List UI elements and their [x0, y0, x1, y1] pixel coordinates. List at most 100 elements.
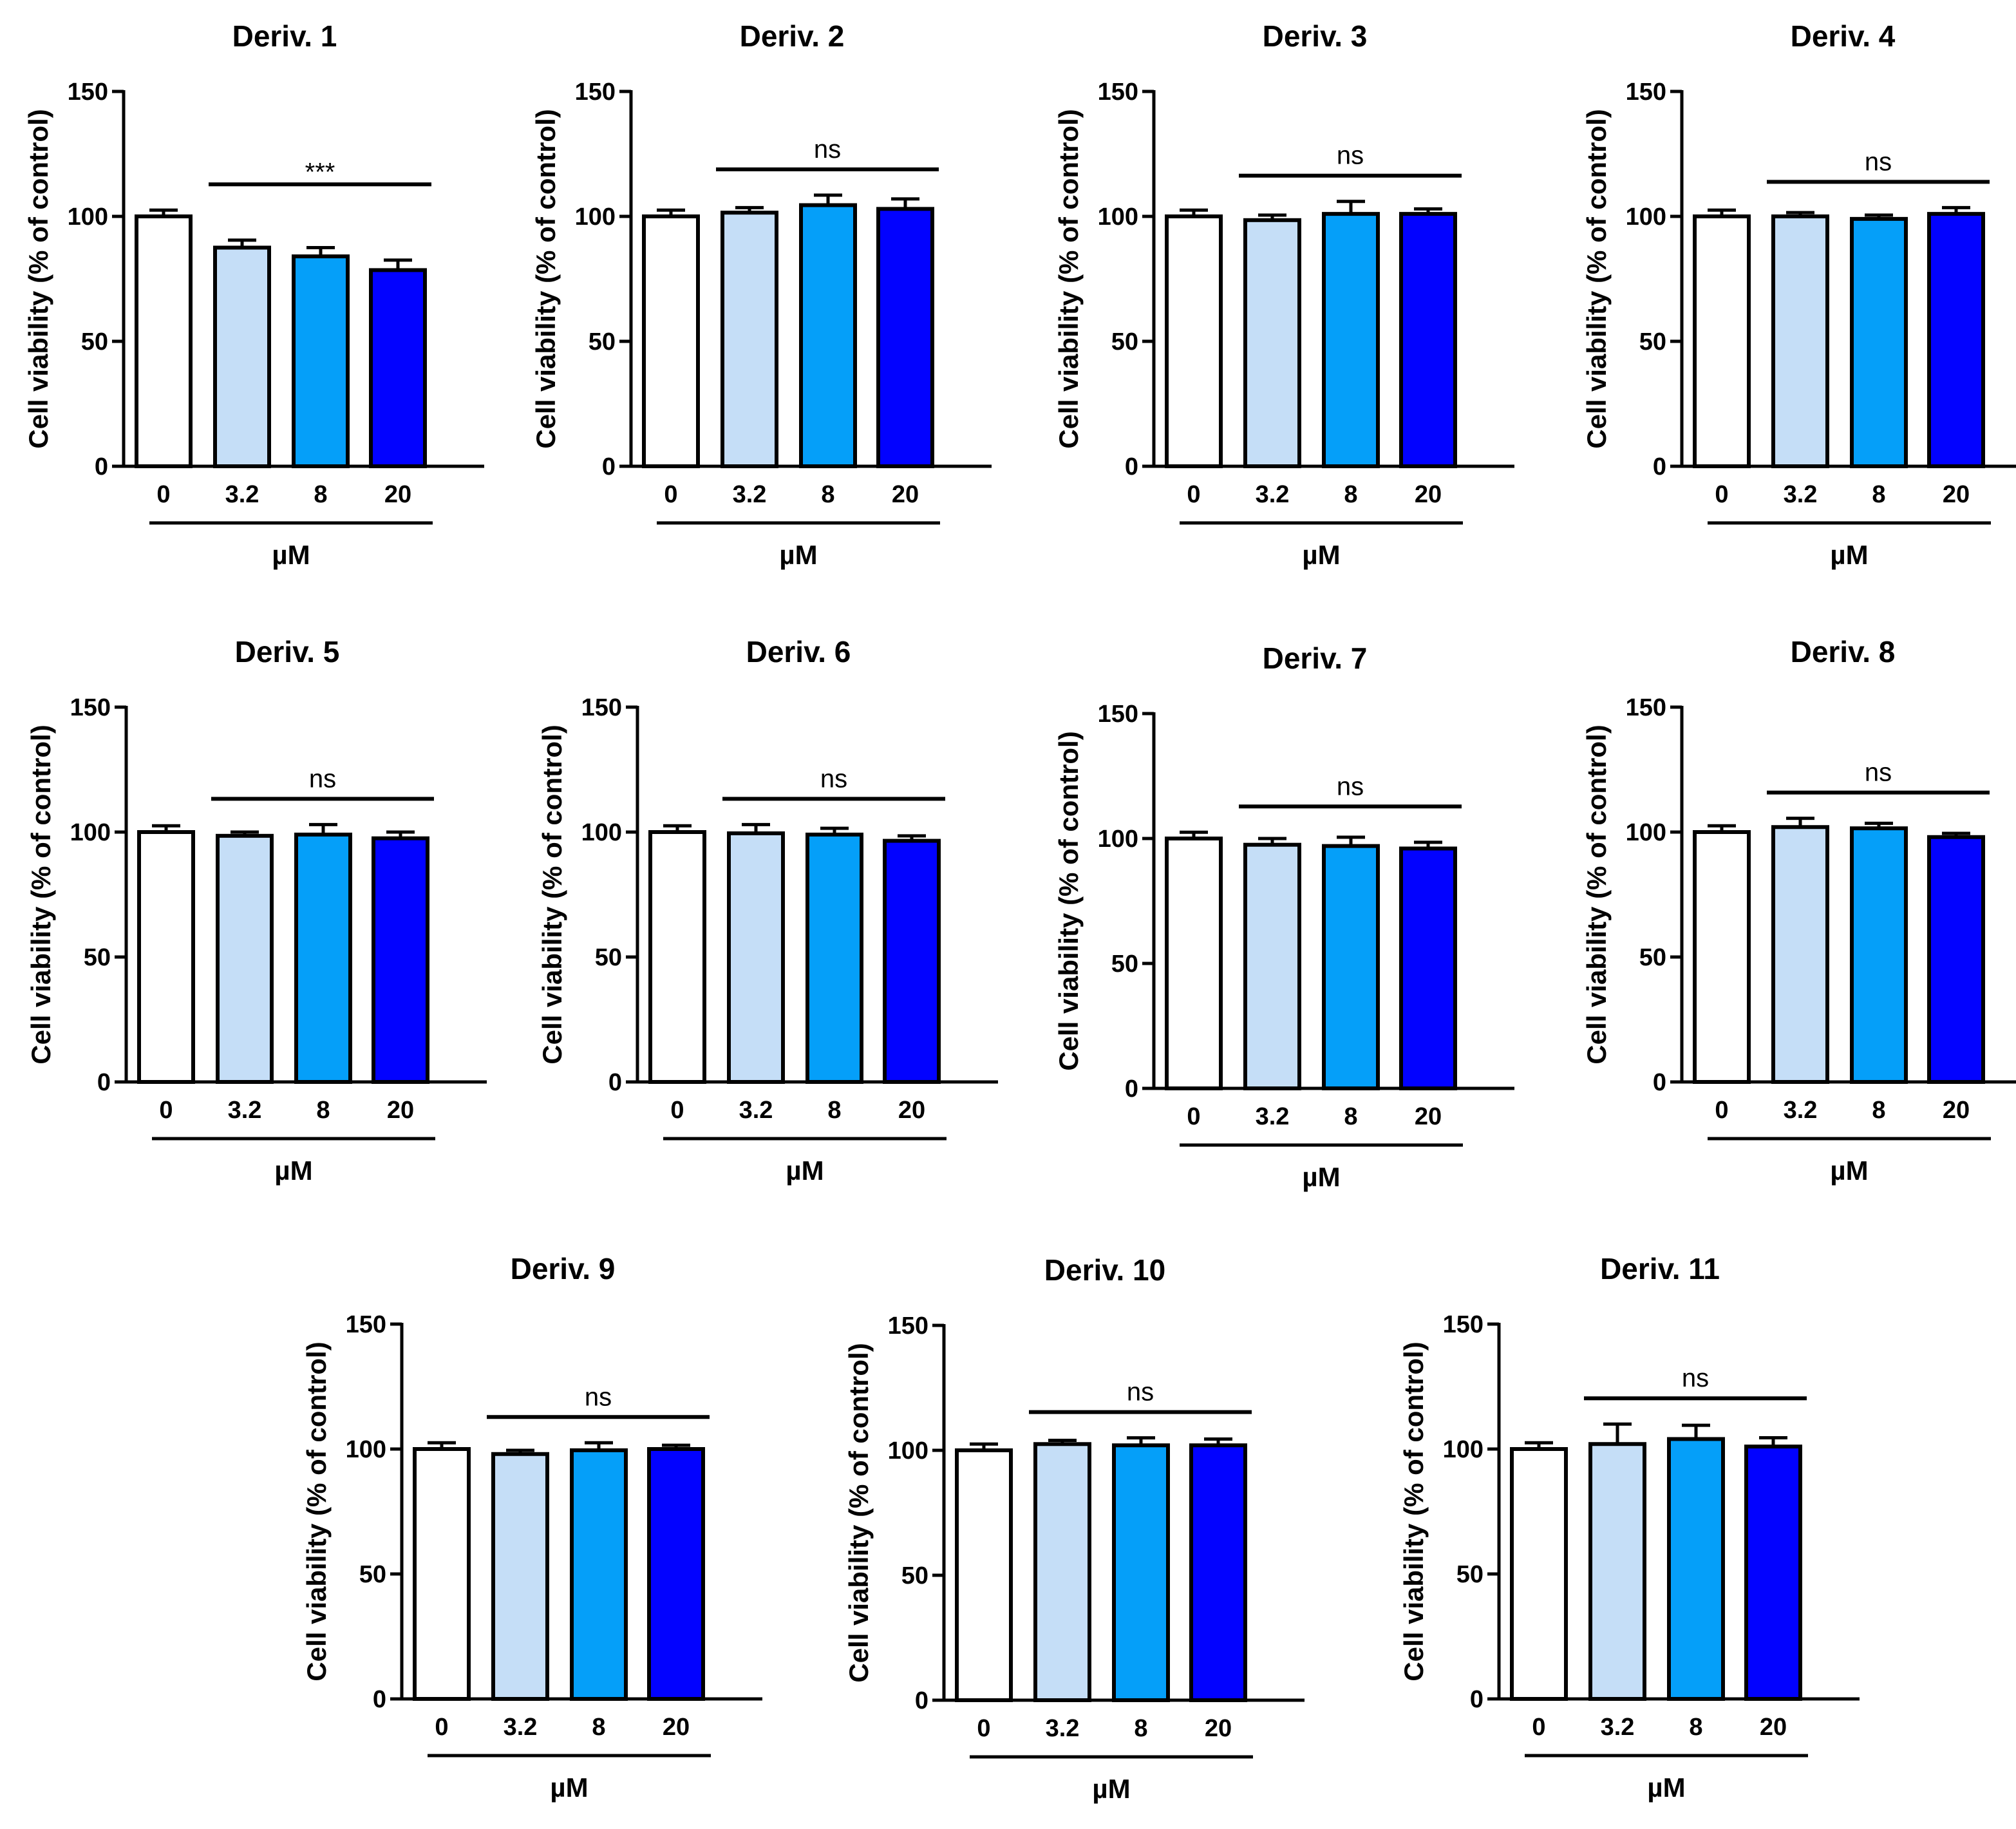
bar [642, 214, 700, 468]
bar [955, 1448, 1013, 1702]
significance-label: ns [309, 764, 336, 793]
y-axis-label: Cell viability (% of control) [531, 109, 561, 448]
y-tick-label: 50 [1111, 951, 1138, 978]
y-axis-label: Cell viability (% of control) [1399, 1341, 1429, 1681]
y-tick-label: 100 [346, 1436, 386, 1463]
y-tick-label: 100 [1626, 204, 1666, 231]
x-tick-label: 3.2 [1256, 481, 1290, 508]
y-tick-label: 0 [1470, 1686, 1484, 1713]
chart-title: Deriv. 10 [1044, 1253, 1165, 1287]
bar [1399, 212, 1457, 468]
x-tick-label: 8 [1134, 1715, 1147, 1742]
x-tick-label: 0 [1715, 1097, 1728, 1124]
x-tick-label: 20 [892, 481, 919, 508]
significance-label: ns [585, 1383, 612, 1411]
y-tick-label: 0 [608, 1069, 622, 1096]
chart-title: Deriv. 5 [235, 635, 340, 668]
bar [1399, 846, 1457, 1091]
x-tick-label: 0 [1187, 481, 1200, 508]
y-tick-label: 0 [97, 1069, 111, 1096]
chart-title: Deriv. 4 [1791, 19, 1896, 53]
bar [1744, 1445, 1802, 1701]
x-tick-label: 8 [316, 1097, 330, 1124]
y-tick-label: 150 [1098, 701, 1138, 728]
x-tick-label: 3.2 [1256, 1103, 1290, 1130]
x-tick-label: 20 [1205, 1715, 1232, 1742]
x-tick-label: 8 [1872, 1097, 1885, 1124]
y-tick-label: 100 [1443, 1436, 1484, 1463]
significance-label: *** [305, 158, 335, 186]
bar [1033, 1442, 1091, 1703]
bar [216, 833, 274, 1084]
y-tick-label: 150 [346, 1311, 386, 1338]
bar [1667, 1437, 1725, 1701]
significance-label: ns [1337, 142, 1364, 170]
panel-deriv-3: Deriv. 3 Cell viability (% of control) 0 50… [1053, 19, 1514, 570]
bar [1189, 1443, 1247, 1702]
y-tick-label: 0 [1653, 1069, 1666, 1096]
y-axis-label: Cell viability (% of control) [1581, 109, 1612, 448]
x-axis-label: µM [1302, 540, 1340, 570]
y-axis-label: Cell viability (% of control) [1581, 725, 1612, 1064]
x-axis-label: µM [1647, 1772, 1685, 1803]
panel-deriv-9: Deriv. 9 Cell viability (% of control) 0 50… [301, 1252, 762, 1803]
bar [372, 836, 429, 1084]
y-axis-label: Cell viability (% of control) [843, 1343, 874, 1682]
y-tick-label: 50 [595, 944, 622, 971]
x-tick-label: 8 [1344, 481, 1357, 508]
y-tick-label: 150 [1626, 694, 1666, 721]
chart-title: Deriv. 6 [746, 635, 851, 668]
bar [727, 831, 785, 1084]
bar [1510, 1447, 1568, 1701]
chart-title: Deriv. 2 [740, 19, 845, 53]
panel-deriv-5: Deriv. 5 Cell viability (% of control) 0 50… [26, 635, 487, 1186]
significance-label: ns [1682, 1364, 1709, 1392]
y-tick-label: 50 [1639, 328, 1666, 355]
x-tick-label: 3.2 [504, 1714, 538, 1741]
chart-title: Deriv. 3 [1263, 19, 1368, 53]
y-tick-label: 100 [70, 819, 111, 846]
y-tick-label: 0 [1653, 453, 1666, 480]
x-tick-label: 20 [1415, 481, 1442, 508]
chart-title: Deriv. 9 [511, 1252, 616, 1285]
y-tick-label: 50 [901, 1562, 928, 1589]
panel-deriv-8: Deriv. 8 Cell viability (% of control) 0 50… [1581, 635, 2016, 1186]
y-tick-label: 100 [581, 819, 622, 846]
y-tick-label: 100 [575, 204, 616, 231]
y-axis-label: Cell viability (% of control) [26, 725, 56, 1064]
x-tick-label: 0 [664, 481, 677, 508]
y-tick-label: 50 [589, 328, 616, 355]
y-tick-label: 100 [888, 1437, 928, 1464]
y-tick-label: 150 [68, 79, 108, 106]
bar [805, 832, 863, 1084]
x-tick-label: 0 [1532, 1714, 1545, 1741]
x-tick-label: 20 [387, 1097, 414, 1124]
x-axis-label: µM [1830, 540, 1868, 570]
bar [1112, 1443, 1170, 1702]
x-tick-label: 3.2 [739, 1097, 773, 1124]
x-tick-label: 8 [314, 481, 327, 508]
y-tick-label: 150 [1443, 1311, 1484, 1338]
chart-title: Deriv. 1 [232, 19, 337, 53]
y-tick-label: 100 [68, 204, 108, 231]
bar [721, 211, 778, 468]
x-tick-label: 8 [1344, 1103, 1357, 1130]
x-tick-label: 3.2 [228, 1097, 262, 1124]
significance-label: ns [814, 135, 841, 164]
x-tick-label: 0 [435, 1714, 448, 1741]
y-tick-label: 100 [1098, 826, 1138, 853]
y-tick-label: 150 [1098, 79, 1138, 106]
x-axis-label: µM [1830, 1155, 1868, 1186]
y-tick-label: 0 [1125, 453, 1138, 480]
y-tick-label: 0 [602, 453, 616, 480]
bar [1771, 825, 1829, 1084]
bar [570, 1448, 628, 1701]
x-tick-label: 0 [1715, 481, 1728, 508]
bar [1850, 826, 1908, 1085]
significance-label: ns [1865, 147, 1892, 176]
panel-deriv-1: Deriv. 1 Cell viability (% of control) 0 50… [23, 19, 484, 570]
bar [294, 832, 352, 1084]
panel-deriv-2: Deriv. 2 Cell viability (% of control) 0 50… [531, 19, 992, 570]
bar [883, 839, 941, 1084]
x-tick-label: 20 [1943, 481, 1970, 508]
